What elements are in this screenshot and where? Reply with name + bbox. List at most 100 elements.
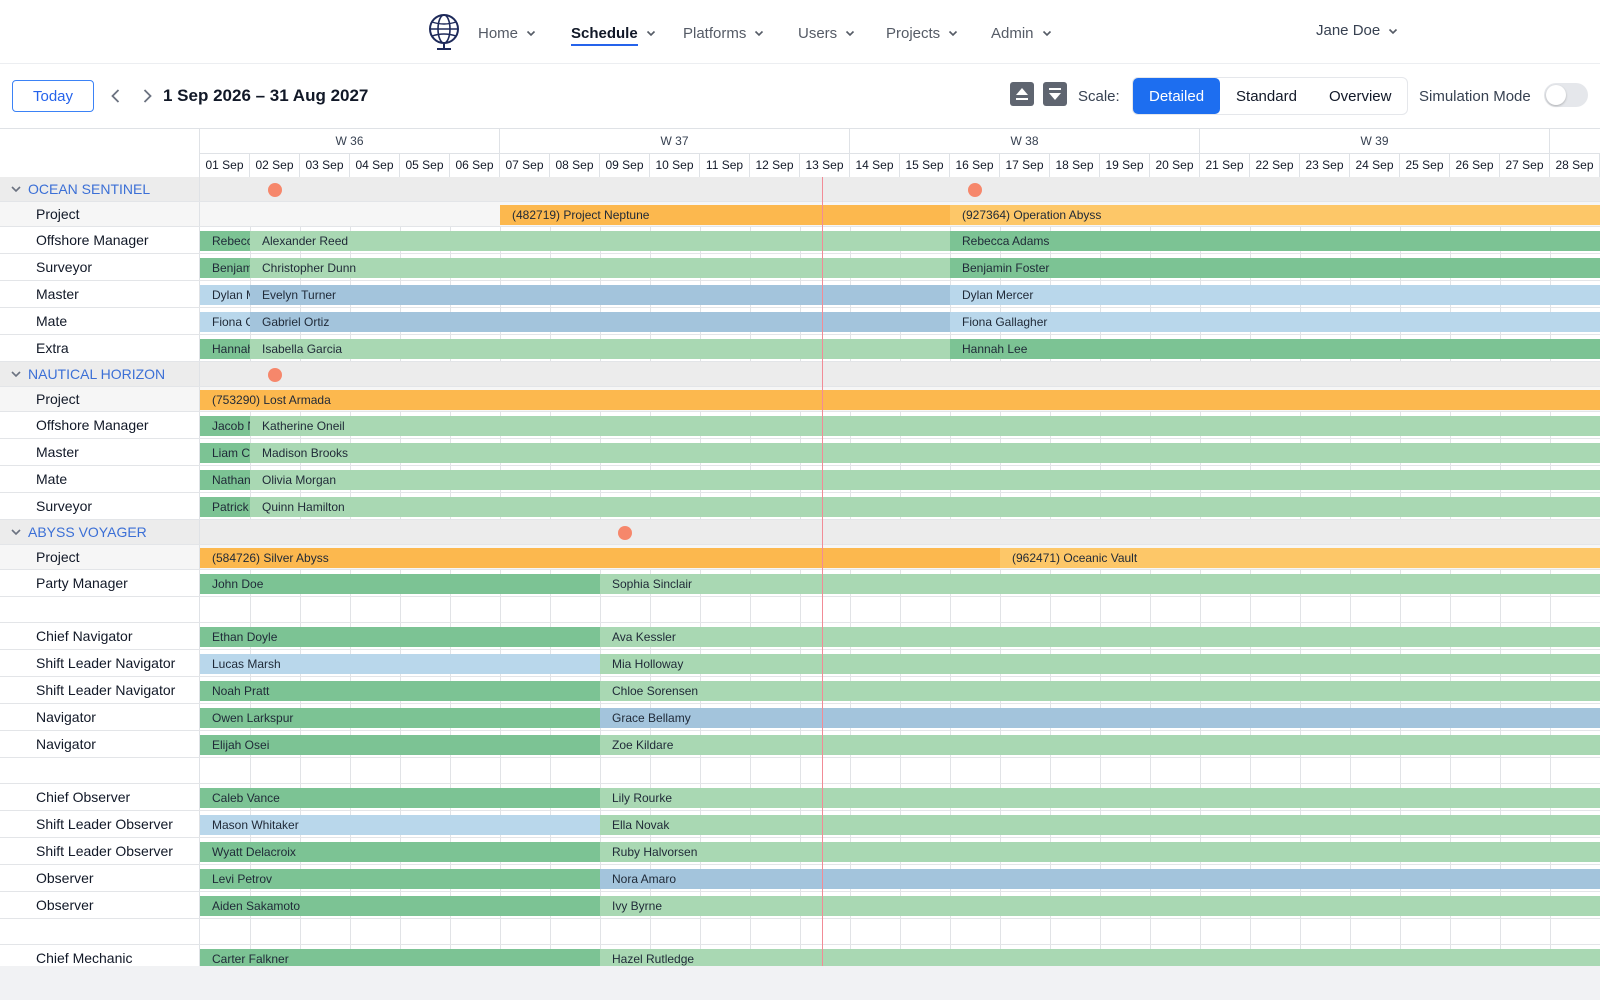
- assignment-bar[interactable]: Ruby Halvorsen: [600, 842, 1600, 862]
- nav-platforms[interactable]: Platforms: [683, 22, 764, 44]
- assignment-bar[interactable]: Olivia Morgan: [250, 470, 1600, 490]
- day-header: 27 Sep: [1500, 153, 1550, 177]
- day-header: 14 Sep: [850, 153, 900, 177]
- schedule-row: Project (584726) Silver Abyss (962471) Oce…: [0, 545, 1600, 570]
- project-bar[interactable]: (927364) Operation Abyss: [950, 205, 1600, 225]
- assignment-bar[interactable]: Ava Kessler: [600, 627, 1600, 647]
- assignment-bar[interactable]: Ethan Doyle: [200, 627, 600, 647]
- today-button[interactable]: Today: [12, 80, 94, 112]
- day-header: 26 Sep: [1450, 153, 1500, 177]
- scale-label: Scale:: [1078, 88, 1120, 105]
- event-marker[interactable]: [968, 183, 982, 197]
- assignment-bar[interactable]: Noah Pratt: [200, 681, 600, 701]
- scale-option-detailed[interactable]: Detailed: [1133, 78, 1221, 114]
- assignment-bar[interactable]: Zoe Kildare: [600, 735, 1600, 755]
- assignment-bar[interactable]: Benjamin Foster: [950, 258, 1600, 278]
- row-label: Party Manager: [0, 570, 200, 596]
- assignment-bar[interactable]: Gabriel Ortiz: [250, 312, 950, 332]
- assignment-bar[interactable]: Rebecca Adams: [200, 231, 250, 251]
- previous-period-icon[interactable]: [106, 86, 126, 106]
- assignment-bar[interactable]: Hazel Rutledge: [600, 949, 1600, 966]
- platform-group-header[interactable]: NAUTICAL HORIZON: [0, 362, 200, 386]
- assignment-bar[interactable]: Owen Larkspur: [200, 708, 600, 728]
- assignment-bar[interactable]: Elijah Osei: [200, 735, 600, 755]
- assignment-bar[interactable]: Christopher Dunn: [250, 258, 950, 278]
- project-bar[interactable]: (962471) Oceanic Vault: [1000, 548, 1600, 568]
- assignment-bar[interactable]: Wyatt Delacroix: [200, 842, 600, 862]
- assignment-bar[interactable]: Rebecca Adams: [950, 231, 1600, 251]
- assignment-bar[interactable]: Chloe Sorensen: [600, 681, 1600, 701]
- event-marker[interactable]: [268, 368, 282, 382]
- assignment-bar[interactable]: Katherine Oneil: [250, 416, 1600, 436]
- platform-group-header[interactable]: OCEAN SENTINEL: [0, 177, 200, 201]
- assignment-bar[interactable]: Patrick Carter: [200, 497, 250, 517]
- day-header: 17 Sep: [1000, 153, 1050, 177]
- scale-option-overview[interactable]: Overview: [1328, 87, 1392, 105]
- project-bar[interactable]: (753290) Lost Armada: [200, 390, 1600, 410]
- assignment-bar[interactable]: Fiona Gallagher: [200, 312, 250, 332]
- assignment-bar[interactable]: Dylan Mercer: [200, 285, 250, 305]
- nav-admin[interactable]: Admin: [991, 22, 1052, 44]
- project-bar[interactable]: (482719) Project Neptune: [500, 205, 950, 225]
- assignment-bar[interactable]: Madison Brooks: [250, 443, 1600, 463]
- assignment-bar[interactable]: Lucas Marsh: [200, 654, 600, 674]
- project-bar[interactable]: (584726) Silver Abyss: [200, 548, 1000, 568]
- assignment-bar[interactable]: Mason Whitaker: [200, 815, 600, 835]
- assignment-bar[interactable]: Liam Campbell: [200, 443, 250, 463]
- assignment-bar[interactable]: Nora Amaro: [600, 869, 1600, 889]
- expand-all-icon[interactable]: [1010, 82, 1034, 106]
- nav-home[interactable]: Home: [478, 22, 536, 44]
- user-menu[interactable]: Jane Doe: [1316, 22, 1398, 39]
- chevron-down-icon: [11, 529, 21, 536]
- day-header: 16 Sep: [950, 153, 1000, 177]
- assignment-bar[interactable]: Ivy Byrne: [600, 896, 1600, 916]
- day-header: 20 Sep: [1150, 153, 1200, 177]
- collapse-all-icon[interactable]: [1043, 82, 1067, 106]
- day-header: 21 Sep: [1200, 153, 1250, 177]
- day-header: 11 Sep: [700, 153, 750, 177]
- event-marker[interactable]: [268, 183, 282, 197]
- assignment-bar[interactable]: Hannah Lee: [200, 339, 250, 359]
- assignment-bar[interactable]: Grace Bellamy: [600, 708, 1600, 728]
- assignment-bar[interactable]: Caleb Vance: [200, 788, 600, 808]
- chevron-down-icon: [526, 30, 536, 37]
- assignment-bar[interactable]: Mia Holloway: [600, 654, 1600, 674]
- day-gridline: [1400, 177, 1401, 966]
- event-marker[interactable]: [618, 526, 632, 540]
- assignment-bar[interactable]: Lily Rourke: [600, 788, 1600, 808]
- schedule-grid: W 36 W 37 W 38 W 39 01 Sep 02 Sep 03 Sep 04 Sep…: [0, 128, 1600, 966]
- next-period-icon[interactable]: [137, 86, 157, 106]
- day-gridline: [250, 177, 251, 966]
- day-header: 07 Sep: [500, 153, 550, 177]
- assignment-bar[interactable]: Jacob Nguyen: [200, 416, 250, 436]
- day-gridline: [400, 177, 401, 966]
- assignment-bar[interactable]: Alexander Reed: [250, 231, 950, 251]
- day-header: 01 Sep: [200, 153, 250, 177]
- platform-group-header[interactable]: ABYSS VOYAGER: [0, 520, 200, 544]
- assignment-bar[interactable]: Levi Petrov: [200, 869, 600, 889]
- assignment-bar[interactable]: Ella Novak: [600, 815, 1600, 835]
- assignment-bar[interactable]: Isabella Garcia: [250, 339, 950, 359]
- nav-label: Platforms: [683, 24, 747, 42]
- simulation-mode-label: Simulation Mode: [1419, 88, 1531, 105]
- assignment-bar[interactable]: Quinn Hamilton: [250, 497, 1600, 517]
- assignment-bar[interactable]: Hannah Lee: [950, 339, 1600, 359]
- globe-logo-icon[interactable]: [426, 13, 462, 51]
- assignment-bar[interactable]: Carter Falkner: [200, 949, 600, 966]
- nav-projects[interactable]: Projects: [886, 22, 958, 44]
- nav-schedule[interactable]: Schedule: [571, 22, 656, 46]
- nav-users[interactable]: Users: [798, 22, 855, 44]
- assignment-bar[interactable]: Dylan Mercer: [950, 285, 1600, 305]
- simulation-mode-toggle[interactable]: [1544, 83, 1588, 107]
- assignment-bar[interactable]: Benjamin Foster: [200, 258, 250, 278]
- assignment-bar[interactable]: Aiden Sakamoto: [200, 896, 600, 916]
- scale-option-standard[interactable]: Standard: [1236, 87, 1297, 105]
- assignment-bar[interactable]: Nathaniel Price: [200, 470, 250, 490]
- assignment-bar[interactable]: Evelyn Turner: [250, 285, 950, 305]
- assignment-bar[interactable]: Fiona Gallagher: [950, 312, 1600, 332]
- assignment-bar[interactable]: Sophia Sinclair: [600, 574, 1600, 594]
- day-header: 03 Sep: [300, 153, 350, 177]
- assignment-bar[interactable]: John Doe: [200, 574, 600, 594]
